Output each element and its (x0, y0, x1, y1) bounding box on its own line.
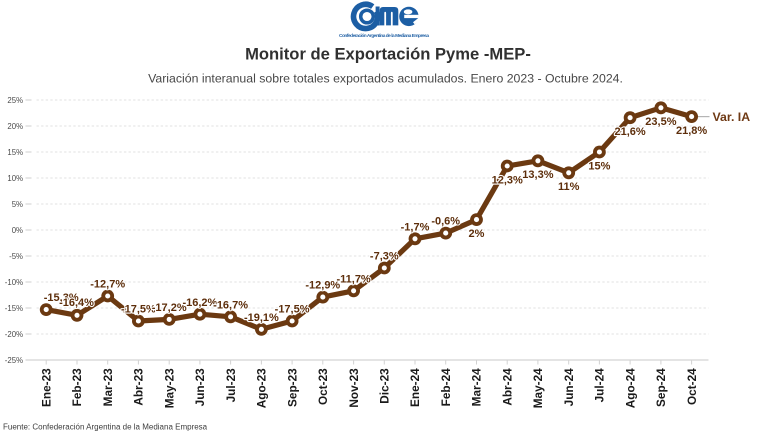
svg-text:Feb-24: Feb-24 (439, 368, 453, 406)
svg-text:-17,5%: -17,5% (275, 304, 310, 316)
svg-text:15%: 15% (7, 148, 23, 157)
svg-text:0%: 0% (12, 226, 23, 235)
svg-text:-16,7%: -16,7% (213, 299, 248, 311)
svg-text:Jun-23: Jun-23 (193, 368, 207, 406)
svg-text:Jul-23: Jul-23 (224, 368, 238, 403)
svg-text:11%: 11% (558, 181, 580, 193)
svg-text:21,6%: 21,6% (614, 126, 645, 138)
svg-text:Ago-24: Ago-24 (623, 368, 637, 408)
svg-text:-7,3%: -7,3% (370, 251, 399, 263)
svg-text:Ago-23: Ago-23 (255, 368, 269, 408)
svg-text:May-24: May-24 (531, 368, 545, 408)
svg-text:-12,7%: -12,7% (90, 279, 125, 291)
svg-text:2%: 2% (469, 228, 485, 240)
svg-text:13,3%: 13,3% (522, 169, 553, 181)
svg-text:21,8%: 21,8% (676, 125, 707, 137)
svg-text:-25%: -25% (5, 356, 23, 365)
svg-text:Mar-23: Mar-23 (101, 368, 115, 406)
svg-text:Var. IA: Var. IA (713, 110, 751, 124)
svg-text:-5%: -5% (9, 252, 23, 261)
svg-text:Nov-23: Nov-23 (347, 368, 361, 408)
svg-text:Abr-23: Abr-23 (132, 368, 146, 406)
svg-text:-15%: -15% (5, 304, 23, 313)
svg-text:-15,3%: -15,3% (44, 292, 79, 304)
svg-text:12,3%: 12,3% (492, 174, 523, 186)
svg-text:-17,2%: -17,2% (152, 302, 187, 314)
svg-text:Sep-23: Sep-23 (285, 368, 299, 407)
svg-text:Oct-23: Oct-23 (316, 368, 330, 405)
svg-text:Ene-23: Ene-23 (40, 368, 54, 407)
svg-text:Confederación Argentina de la: Confederación Argentina de la Mediana Em… (339, 33, 429, 39)
svg-text:Ene-24: Ene-24 (408, 368, 422, 407)
svg-text:Jun-24: Jun-24 (562, 368, 576, 406)
svg-text:-11,7%: -11,7% (336, 273, 370, 285)
svg-text:Fuente: Confederación Argentin: Fuente: Confederación Argentina de la Me… (3, 423, 208, 432)
svg-text:-20%: -20% (5, 330, 23, 339)
svg-text:-17,5%: -17,5% (121, 304, 156, 316)
svg-text:May-23: May-23 (162, 368, 176, 408)
svg-text:Feb-23: Feb-23 (70, 368, 84, 406)
svg-text:-10%: -10% (5, 278, 23, 287)
svg-text:-0,6%: -0,6% (431, 216, 460, 228)
svg-text:-12,9%: -12,9% (305, 280, 340, 292)
svg-text:25%: 25% (7, 96, 23, 105)
svg-text:Variación interanual sobre tot: Variación interanual sobre totales expor… (148, 72, 623, 86)
svg-text:-16,2%: -16,2% (182, 297, 217, 309)
svg-text:10%: 10% (7, 174, 23, 183)
svg-text:15%: 15% (588, 160, 610, 172)
svg-text:23,5%: 23,5% (645, 116, 676, 128)
svg-text:-16,4%: -16,4% (59, 297, 94, 309)
svg-text:-19,1%: -19,1% (244, 312, 279, 324)
svg-text:20%: 20% (7, 122, 23, 131)
svg-text:Abr-24: Abr-24 (500, 368, 514, 406)
svg-text:5%: 5% (12, 200, 23, 209)
svg-text:Sep-24: Sep-24 (654, 368, 668, 407)
svg-text:Dic-23: Dic-23 (378, 368, 392, 404)
svg-text:Oct-24: Oct-24 (685, 368, 699, 405)
svg-text:Monitor de Exportación Pyme -M: Monitor de Exportación Pyme -MEP- (245, 45, 531, 64)
svg-text:Jul-24: Jul-24 (593, 368, 607, 403)
svg-text:-1,7%: -1,7% (401, 221, 430, 233)
svg-text:Mar-24: Mar-24 (470, 368, 484, 406)
